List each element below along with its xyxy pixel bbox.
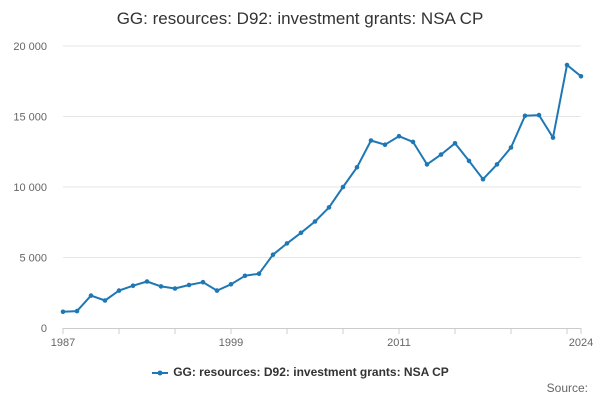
y-tick-label: 5 000	[19, 253, 47, 265]
y-axis: 0 5 000 10 000 15 000 20 000	[13, 41, 47, 335]
gridlines	[63, 45, 581, 258]
data-point[interactable]	[326, 205, 332, 210]
data-point[interactable]	[424, 162, 430, 167]
x-tick-label: 1987	[51, 337, 75, 349]
x-tick-label: 1999	[219, 337, 243, 349]
data-point[interactable]	[550, 135, 556, 140]
y-tick-label: 10 000	[13, 182, 47, 194]
x-tick-label: 2024	[569, 337, 593, 349]
series-group	[60, 62, 584, 315]
data-point[interactable]	[200, 279, 206, 285]
data-point[interactable]	[88, 293, 94, 298]
y-tick-label: 15 000	[13, 112, 47, 124]
data-point[interactable]	[382, 142, 388, 147]
chart-title: GG: resources: D92: investment grants: N…	[116, 9, 484, 28]
data-point[interactable]	[578, 74, 584, 79]
data-point[interactable]	[522, 113, 528, 119]
data-point[interactable]	[410, 139, 416, 145]
data-point[interactable]	[256, 271, 262, 277]
legend-label: GG: resources: D92: investment grants: N…	[173, 365, 449, 379]
legend[interactable]: GG: resources: D92: investment grants: N…	[0, 365, 600, 379]
data-point[interactable]	[508, 145, 514, 150]
data-point[interactable]	[74, 308, 80, 314]
data-point[interactable]	[242, 273, 248, 279]
data-point[interactable]	[228, 282, 234, 287]
series-line	[62, 64, 582, 313]
data-point[interactable]	[172, 286, 178, 291]
legend-line-icon	[152, 370, 169, 376]
data-point[interactable]	[270, 252, 276, 257]
y-tick-label: 20 000	[13, 41, 47, 53]
data-point[interactable]	[144, 279, 150, 284]
y-tick-label: 0	[41, 323, 47, 335]
data-point[interactable]	[354, 165, 360, 170]
data-point[interactable]	[452, 141, 458, 146]
data-point[interactable]	[214, 288, 220, 293]
data-point[interactable]	[396, 133, 402, 139]
source-label: Source:	[546, 381, 588, 395]
data-point[interactable]	[340, 184, 346, 190]
x-tick-label: 2011	[387, 337, 411, 349]
data-point[interactable]	[312, 219, 318, 224]
data-point[interactable]	[186, 282, 192, 288]
data-point[interactable]	[480, 176, 486, 182]
data-point[interactable]	[102, 298, 108, 303]
data-point[interactable]	[368, 138, 374, 143]
data-point[interactable]	[60, 309, 66, 315]
data-point[interactable]	[438, 152, 444, 157]
data-point[interactable]	[494, 162, 500, 167]
data-point[interactable]	[130, 283, 136, 289]
data-point[interactable]	[536, 112, 542, 118]
data-point[interactable]	[116, 288, 122, 293]
data-point[interactable]	[298, 230, 304, 236]
data-point[interactable]	[158, 284, 164, 289]
data-point[interactable]	[284, 241, 290, 246]
x-axis: 1987 1999 2011 2024	[51, 328, 593, 349]
data-point[interactable]	[564, 62, 570, 68]
data-point[interactable]	[466, 158, 472, 164]
